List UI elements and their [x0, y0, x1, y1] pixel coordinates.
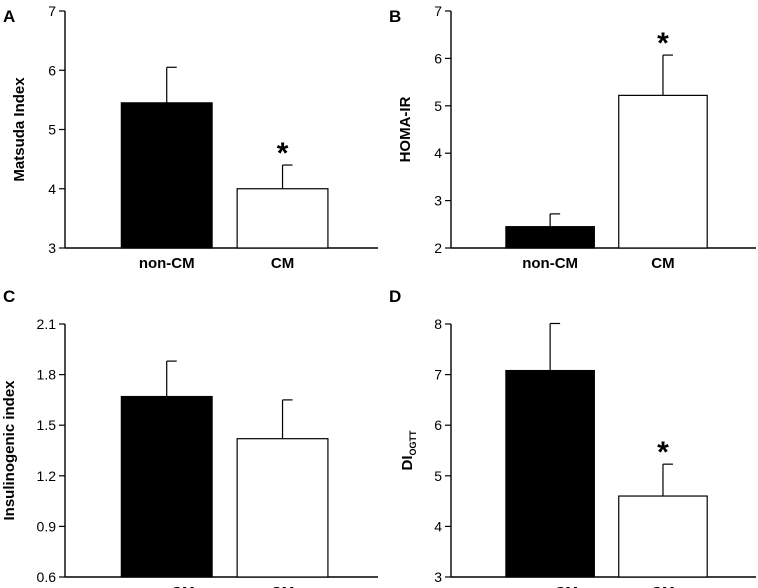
- x-tick-label: non-CM: [522, 584, 578, 588]
- y-tick-label: 1.8: [37, 367, 57, 383]
- x-tick-label: non-CM: [522, 255, 578, 272]
- panel-d: D 3 4 5 6 7 8 DIOGTT non-CM * CM: [389, 287, 756, 588]
- y-axis-label: Matsuda Index: [11, 77, 28, 182]
- y-axis-label: HOMA-IR: [397, 96, 414, 162]
- y-tick-label: 7: [434, 367, 442, 383]
- y-tick-label: 5: [48, 122, 56, 138]
- y-tick-label: 5: [434, 98, 442, 114]
- panel-a: A 3 4 5 6 7 Matsuda Index non-CM * CM: [3, 3, 378, 272]
- significance-marker: *: [657, 436, 669, 469]
- x-tick-label: non-CM: [139, 584, 195, 588]
- panel-b: B 2 3 4 5 6 7 HOMA-IR non-CM * CM: [389, 3, 756, 272]
- y-tick-label: 0.6: [37, 569, 57, 585]
- y-axis-label-text: Insulinogenic index: [1, 380, 18, 521]
- y-axis-label-text: DI: [399, 456, 416, 471]
- x-tick-label: CM: [651, 584, 674, 588]
- y-tick-label: 2.1: [37, 316, 57, 332]
- bar-cm: [236, 188, 329, 249]
- x-tick-label: CM: [271, 255, 294, 272]
- y-axis-label-text: HOMA-IR: [397, 96, 414, 162]
- y-tick-label: 4: [434, 145, 442, 161]
- y-axis-label-text: Matsuda Index: [11, 77, 28, 182]
- y-tick-label: 5: [434, 468, 442, 484]
- y-tick-label: 0.9: [37, 518, 57, 534]
- y-tick-label: 2: [434, 240, 442, 256]
- bar-cm: [618, 94, 708, 249]
- y-axis-label: DIOGTT: [399, 430, 418, 470]
- bar-cm: [618, 495, 708, 578]
- bar-non-cm: [120, 395, 213, 578]
- panel-letter: D: [389, 287, 401, 306]
- y-axis-label-subscript: OGTT: [408, 430, 418, 455]
- y-tick-label: 8: [434, 316, 442, 332]
- panel-letter: A: [3, 7, 15, 26]
- y-tick-label: 4: [48, 181, 56, 197]
- significance-marker: *: [657, 27, 669, 60]
- y-axis-label: Insulinogenic index: [1, 380, 18, 521]
- y-tick-label: 6: [434, 50, 442, 66]
- bar-non-cm: [120, 102, 213, 249]
- bar-non-cm: [505, 226, 595, 249]
- y-tick-label: 1.5: [37, 417, 57, 433]
- panel-letter: C: [3, 287, 15, 306]
- y-tick-label: 7: [434, 3, 442, 19]
- x-tick-label: non-CM: [139, 255, 195, 272]
- y-tick-label: 6: [434, 417, 442, 433]
- panel-letter: B: [389, 7, 401, 26]
- panel-c: C 0.6 0.9 1.2 1.5 1.8 2.1 Insulinogenic index no…: [1, 287, 378, 588]
- y-tick-label: 3: [434, 193, 442, 209]
- x-tick-label: CM: [271, 584, 294, 588]
- significance-marker: *: [277, 137, 289, 170]
- y-tick-label: 3: [434, 569, 442, 585]
- bar-cm: [236, 438, 329, 578]
- y-tick-label: 4: [434, 518, 442, 534]
- bar-non-cm: [505, 369, 595, 578]
- x-tick-label: CM: [651, 255, 674, 272]
- y-tick-label: 1.2: [37, 468, 57, 484]
- y-tick-label: 7: [48, 3, 56, 19]
- y-tick-label: 6: [48, 62, 56, 78]
- y-tick-label: 3: [48, 240, 56, 256]
